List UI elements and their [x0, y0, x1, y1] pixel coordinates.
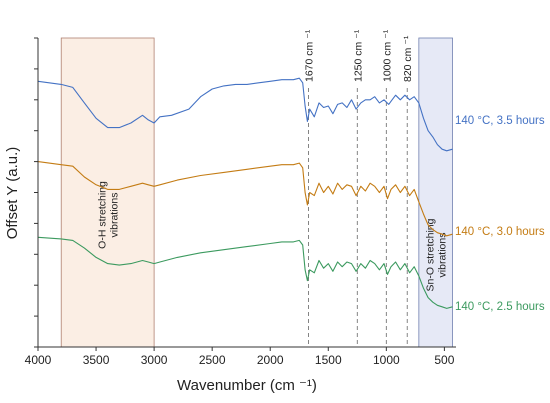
series-line-1 — [37, 77, 453, 152]
series-label-1: 140 °C, 3.5 hours — [455, 115, 545, 127]
region-label-1: O-H stretchingvibrations — [97, 181, 121, 249]
x-tick-label: 3500 — [83, 353, 110, 367]
reference-lines: 1670 cm ⁻¹ 1250 cm ⁻¹ 1000 cm ⁻¹ 820 cm ⁻¹ — [304, 29, 414, 347]
x-tick-label: 4000 — [25, 353, 52, 367]
x-tick-label: 1500 — [315, 353, 342, 367]
y-ticks — [34, 37, 38, 348]
region-label-line: Sn-O stretching — [425, 218, 437, 291]
series-line-3 — [37, 236, 453, 309]
x-tick-label: 2500 — [199, 353, 226, 367]
series-label-3: 140 °C, 2.5 hours — [455, 301, 545, 313]
region-label-line: vibrations — [109, 193, 121, 238]
shaded-region-2 — [418, 37, 453, 348]
region-label-line: O-H stretching — [97, 181, 109, 249]
x-tick-label: 2000 — [257, 353, 284, 367]
shaded-region-1 — [60, 37, 155, 348]
reference-label-1670: 1670 cm ⁻¹ — [304, 29, 316, 82]
region-label-2: Sn-O stretchingvibrations — [425, 218, 449, 291]
reference-label-1000: 1000 cm ⁻¹ — [381, 29, 393, 82]
series-labels: 140 °C, 3.5 hours 140 °C, 3.0 hours 140 °C… — [455, 115, 545, 313]
reference-label-820: 820 cm ⁻¹ — [402, 35, 414, 82]
x-ticks: 4000 3500 3000 2500 2000 1500 1000 500 — [25, 347, 455, 367]
region-label-line: vibrations — [437, 233, 449, 278]
y-axis-title: Offset Y (a.u.) — [4, 147, 21, 240]
x-tick-label: 1000 — [373, 353, 400, 367]
x-tick-label: 3000 — [141, 353, 168, 367]
spectra-series — [37, 77, 453, 309]
series-label-2: 140 °C, 3.0 hours — [455, 226, 545, 238]
series-line-2 — [37, 161, 453, 237]
x-axis-title: Wavenumber (cm ⁻¹) — [177, 377, 317, 394]
x-tick-label: 500 — [434, 353, 454, 367]
reference-label-1250: 1250 cm ⁻¹ — [352, 29, 364, 82]
